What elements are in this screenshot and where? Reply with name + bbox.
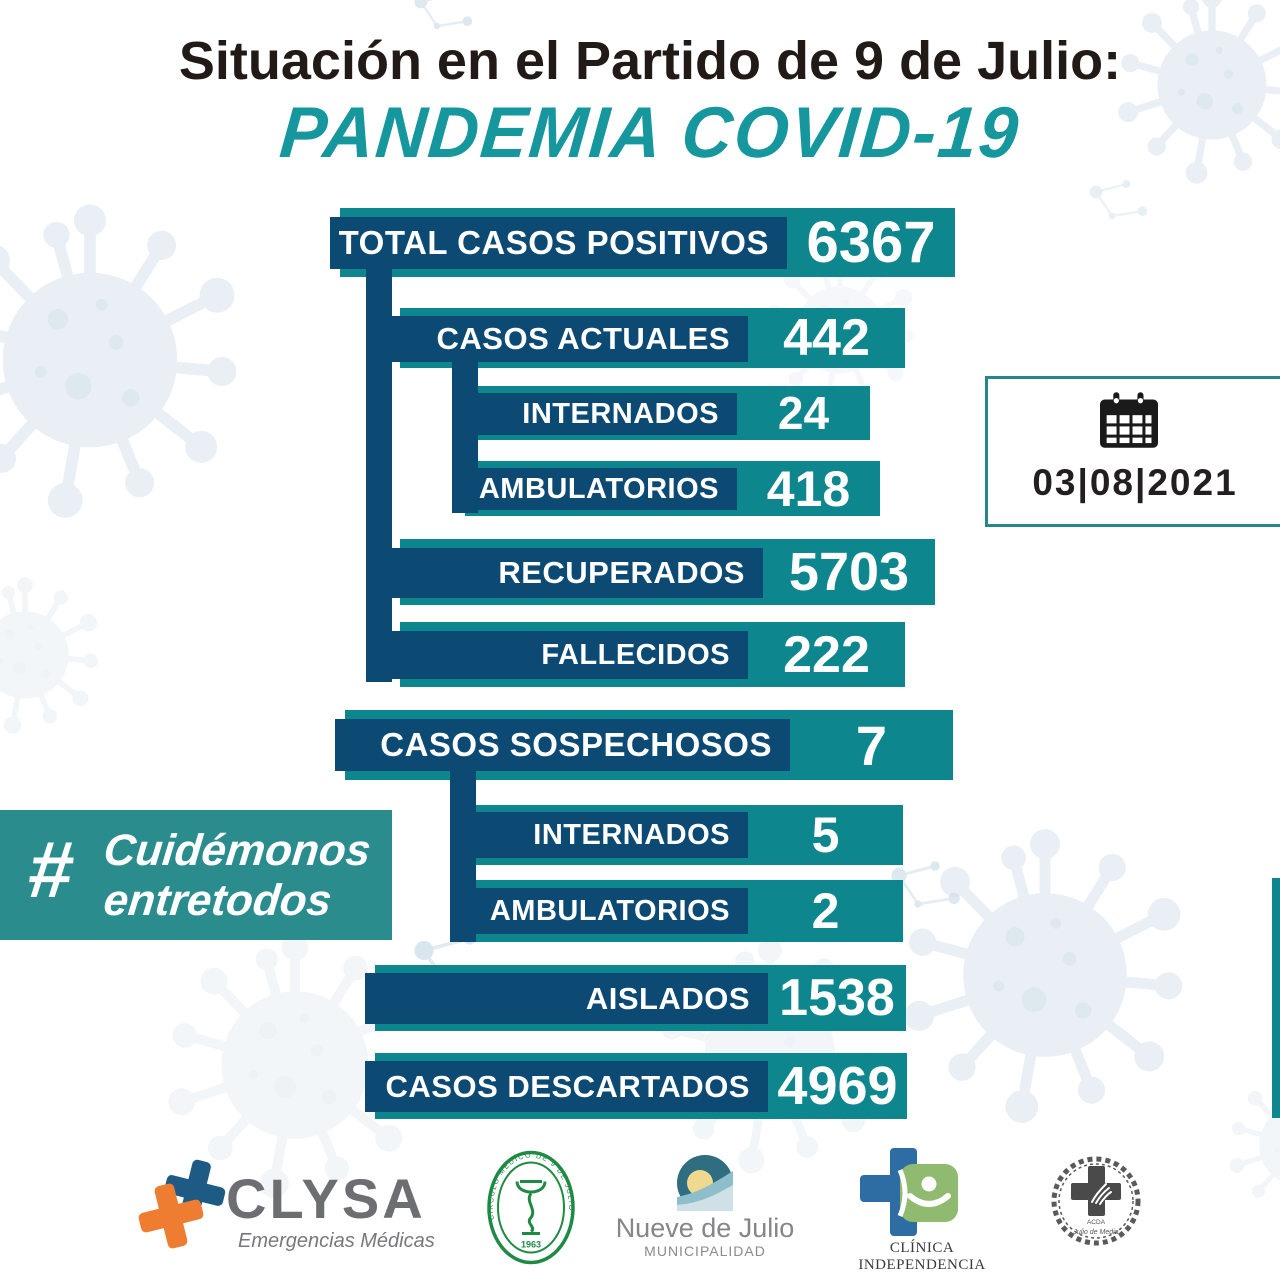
municipality-logo-icon [677,1155,733,1211]
svg-text:1963: 1963 [521,1240,541,1250]
stat-label-total-casos-positivos: TOTAL CASOS POSITIVOS [330,217,787,269]
clysa-logo-text: CLYSA [226,1167,426,1230]
circulo-medico-emblem: CÍRCULO MÉDICO DE 9 DE JULIO 1963 [487,1150,575,1265]
connector-total-group [366,268,392,682]
stat-value-casos-sospechosos: 7 [855,713,888,777]
hashtag-line1: Cuidémonos [101,826,374,875]
stat-value-internados-sospechosos: 5 [811,807,840,863]
svg-text:Julio de Media: Julio de Media [1072,1229,1118,1236]
stat-value-fallecidos: 222 [783,625,870,684]
stat-value-ambulatorios-sospechosos: 2 [811,883,840,939]
stat-value-total-casos-positivos: 6367 [806,210,936,275]
svg-text:ACDA: ACDA [1087,1219,1106,1226]
stat-label-casos-sospechosos: CASOS SOSPECHOSOS [335,719,790,771]
municipality-subtitle: MUNICIPALIDAD [644,1243,766,1259]
stat-label-fallecidos: FALLECIDOS [392,631,748,679]
stat-label-ambulatorios-sospechosos: AMBULATORIOS [458,888,748,934]
stat-label-ambulatorios-actuales: AMBULATORIOS [457,468,737,510]
clinica-cross-icon [860,1148,958,1236]
hashtag-symbol: # [23,825,78,914]
stat-label-internados-actuales: INTERNADOS [457,393,737,435]
stat-value-casos-descartados: 4969 [777,1056,898,1116]
virus-icon [0,204,241,520]
stat-value-ambulatorios-actuales: 418 [766,460,851,517]
molecule-icon [1088,178,1149,221]
stamp-seal-icon: ACDA Julio de Media [1051,1156,1141,1246]
page-subtitle: PANDEMIA COVID-19 [276,93,1024,173]
stat-label-casos-descartados: CASOS DESCARTADOS [365,1061,768,1112]
clysa-subtitle: Emergencias Médicas [238,1230,435,1252]
stat-value-recuperados: 5703 [788,542,910,602]
calendar-icon [1100,392,1158,448]
page-title: Situación en el Partido de 9 de Julio: [178,31,1122,91]
municipality-name: Nueve de Julio [615,1213,795,1243]
clinica-name: CLÍNICA INDEPENDENCIA [858,1240,986,1273]
stat-label-aislados: AISLADOS [365,973,768,1024]
stat-label-casos-actuales: CASOS ACTUALES [392,316,748,362]
hashtag-banner: # Cuidémonos entretodos [0,810,392,940]
hashtag-line2: entretodos [101,876,334,925]
stat-label-recuperados: RECUPERADOS [392,548,763,598]
stat-value-internados-actuales: 24 [777,387,830,439]
right-edge-accent-bar [1272,878,1280,1118]
stat-label-internados-sospechosos: INTERNADOS [458,812,748,858]
stat-value-casos-actuales: 442 [783,309,870,367]
clysa-cross-icon [138,1159,226,1249]
report-date: 03|08|2021 [1032,462,1238,503]
stat-value-aislados: 1538 [779,969,895,1027]
virus-icon [0,577,101,735]
